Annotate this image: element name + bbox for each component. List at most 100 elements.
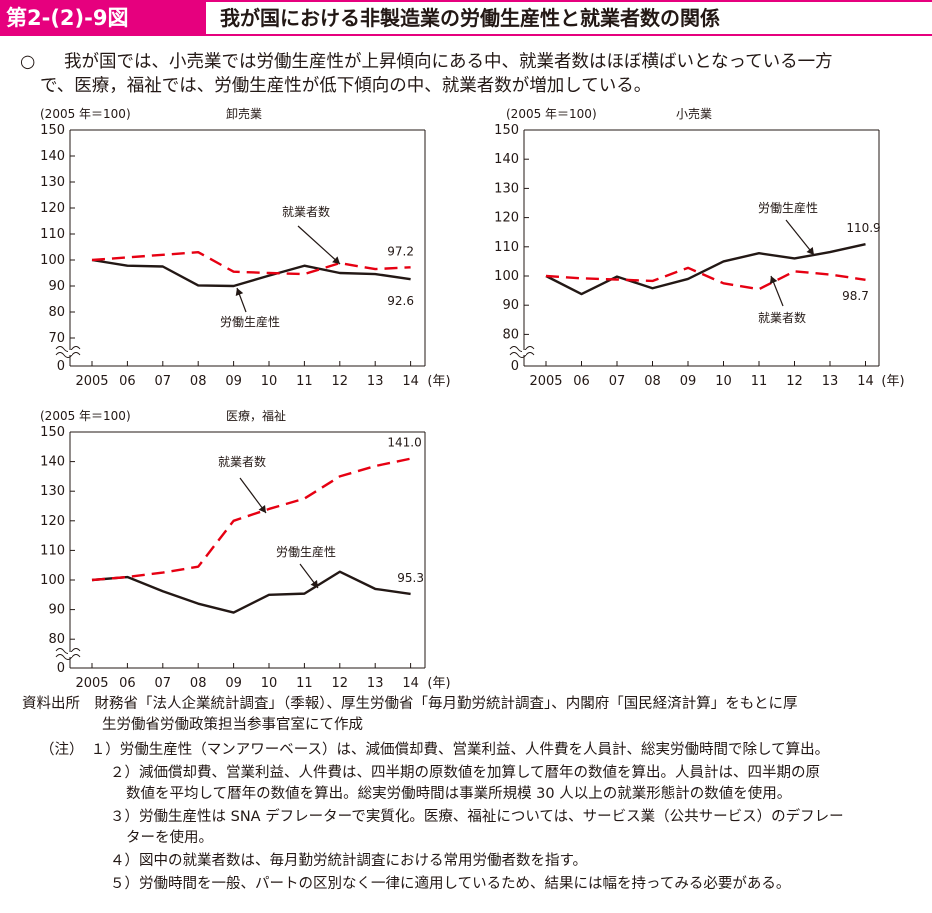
figure-label: 第2-(2)-9図: [0, 0, 206, 36]
annotation-label: 就業者数: [758, 310, 806, 325]
y-tick-label: 120: [40, 201, 65, 216]
annotation-label: 労働生産性: [276, 544, 336, 559]
annotation-arrowhead: [332, 256, 340, 264]
chart-unit-label: (2005 年＝100): [40, 409, 131, 423]
series-line-productivity: [91, 258, 411, 288]
y-tick-label: 100: [40, 573, 65, 588]
chart-wholesale: (2005 年＝100) 卸売業0708090100110120130140150…: [40, 106, 451, 389]
y-tick-label: 110: [40, 543, 65, 558]
x-tick-label: 2005: [529, 374, 562, 389]
note-1: （注） １）労働生産性（マンアワーベース）は、減価償却費、営業利益、人件費を人員…: [40, 742, 830, 758]
chart-retail: (2005 年＝100) 小売業0809010011012013014015020…: [494, 106, 904, 389]
x-tick-label: 14: [402, 374, 419, 389]
x-tick-label: 11: [296, 374, 313, 389]
annotation-arrow: [297, 225, 341, 265]
y-tick-label: 140: [40, 149, 65, 164]
x-tick-label: 11: [296, 676, 313, 691]
x-tick-label: 11: [751, 374, 768, 389]
x-tick-label: 09: [225, 374, 242, 389]
annotation-label: 就業者数: [218, 454, 266, 469]
axis-break-gap: [68, 350, 72, 355]
source-note: 資料出所 財務省「法人企業統計調査」（季報）、厚生労働省「毎月勤労統計調査」、内…: [22, 696, 798, 712]
y-tick-label: 130: [40, 175, 65, 190]
x-tick-label: 13: [822, 374, 839, 389]
note-5: ５）労働時間を一般、パートの区別なく一律に適用しているため、結果には幅を持ってみ…: [110, 876, 791, 892]
annotation-arrowhead: [235, 288, 244, 296]
x-tick-label: 06: [573, 374, 590, 389]
x-tick-label: 08: [190, 374, 207, 389]
annotation-arrowhead: [310, 580, 318, 588]
x-tick-label: 06: [119, 676, 136, 691]
x-tick-label: 07: [155, 374, 172, 389]
y-tick-label: 140: [40, 455, 65, 470]
x-axis-label: (年): [881, 374, 904, 389]
annotation-arrowhead: [258, 504, 266, 513]
series-line-employment: [91, 250, 411, 276]
annotation-arrow: [785, 219, 815, 256]
end-value-label: 141.0: [387, 436, 421, 450]
note-4: ４）図中の就業者数は、毎月勤労統計調査における常用労働者数を指す。: [110, 853, 588, 869]
x-tick-label: 2005: [75, 676, 108, 691]
source-note-cont: 生労働省労働政策担当参事官室にて作成: [102, 717, 363, 733]
y-tick-label: 120: [40, 514, 65, 529]
chart-medical-welfare: (2005 年＝100) 医療，福祉 08 09 0 100 110 120 130 140 150…: [40, 408, 451, 691]
note-3: ３）労働生産性は SNA デフレーターで実質化。医療、福祉については、サービス業…: [110, 809, 844, 825]
x-tick-label: 10: [261, 374, 278, 389]
y-tick-label: 110: [40, 227, 65, 242]
x-tick-label: 06: [119, 374, 136, 389]
end-value-label: 92.6: [387, 294, 414, 308]
x-tick-label: 2005: [75, 374, 108, 389]
axis-break-gap: [68, 652, 72, 657]
chart-unit-label: (2005 年＝100): [506, 107, 597, 121]
series-line-productivity: [545, 243, 866, 296]
y-tick-label: 90: [502, 298, 519, 313]
title-bar: 我が国における非製造業の労働生産性と就業者数の関係: [206, 0, 932, 36]
x-tick-label: 13: [367, 676, 384, 691]
y-tick-label: 90: [48, 279, 65, 294]
x-tick-label: 07: [155, 676, 172, 691]
summary-line-2: で、医療，福祉では、労働生産性が低下傾向の中、就業者数が増加している。: [40, 76, 652, 96]
x-tick-label: 10: [715, 374, 732, 389]
y-tick-label: 80: [48, 305, 65, 320]
x-tick-label: 12: [332, 374, 349, 389]
series-line-employment: [91, 457, 411, 582]
chart-title: 医療，福祉: [226, 408, 286, 423]
chart-unit-label: (2005 年＝100): [40, 107, 131, 121]
x-axis-label: (年): [427, 374, 450, 389]
axis-break-mark: [509, 352, 535, 358]
x-tick-label: 08: [190, 676, 207, 691]
y-tick-label: 140: [494, 152, 519, 167]
x-tick-label: 12: [332, 676, 349, 691]
y-tick-label: 150: [40, 123, 65, 138]
y-tick-label: 0: [511, 359, 519, 374]
annotation-label: 労働生産性: [220, 314, 280, 329]
x-tick-label: 09: [225, 676, 242, 691]
y-tick-label: 120: [494, 211, 519, 226]
axis-break-gap: [522, 350, 526, 355]
end-value-label: 110.9: [846, 221, 880, 235]
annotation-arrowhead: [769, 276, 778, 284]
chart-title: 小売業: [676, 106, 712, 121]
series-line-employment: [545, 266, 866, 291]
chart-title: 卸売業: [226, 106, 262, 121]
y-tick-label: 130: [40, 484, 65, 499]
note-2: ２）減価償却費、営業利益、人件費は、四半期の原数値を加算して暦年の数値を算出。人…: [110, 765, 821, 781]
x-tick-label: 10: [261, 676, 278, 691]
figure-header: 第2-(2)-9図 我が国における非製造業の労働生産性と就業者数の関係: [0, 0, 932, 36]
x-axis-label: (年): [427, 676, 450, 691]
x-tick-label: 14: [402, 676, 419, 691]
y-tick-label: 100: [494, 269, 519, 284]
y-tick-label: 70: [48, 331, 65, 346]
x-tick-label: 09: [680, 374, 697, 389]
y-tick-label: 150: [40, 425, 65, 440]
y-tick-label: 0: [57, 661, 65, 676]
x-tick-label: 07: [609, 374, 626, 389]
y-tick-label: 100: [40, 253, 65, 268]
y-tick-label: 110: [494, 240, 519, 255]
annotation-arrow: [239, 477, 267, 514]
end-value-label: 98.7: [842, 289, 869, 303]
annotation-label: 就業者数: [282, 204, 330, 219]
note-2-cont: 数値を平均して暦年の数値を算出。総実労働時間は事業所規模 30 人以上の就業形態…: [126, 786, 792, 802]
x-tick-label: 14: [857, 374, 874, 389]
y-tick-label: 150: [494, 123, 519, 138]
